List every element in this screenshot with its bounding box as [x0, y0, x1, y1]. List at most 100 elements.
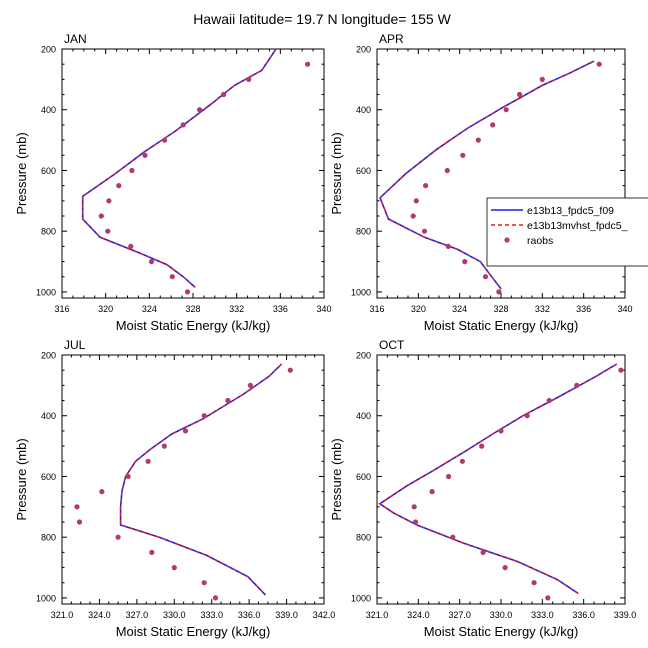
x-tick-label: 316 [369, 304, 384, 314]
raobs-point [480, 549, 486, 556]
raobs-point [182, 428, 189, 434]
raobs-point [446, 473, 452, 480]
raobs-point [503, 107, 509, 113]
series-line-e13b13-fpdc5-f09 [119, 363, 283, 596]
raobs-point [221, 91, 227, 98]
raobs-point [247, 382, 253, 388]
raobs-point [524, 413, 530, 419]
series-line-e13b13mvhst-fpdc5 [378, 363, 617, 594]
y-tick-label: 800 [356, 227, 371, 237]
raobs-point [129, 167, 135, 174]
y-tick-label: 200 [41, 351, 56, 361]
legend-label: e13b13_fpdc5_f09 [527, 205, 614, 217]
plot-frame [61, 354, 325, 605]
raobs-point [462, 259, 468, 265]
x-tick-label: 327.0 [448, 610, 471, 620]
raobs-point [99, 489, 105, 495]
raobs-point [149, 549, 155, 556]
x-axis-label: Moist Static Energy (kJ/kg) [424, 624, 579, 639]
raobs-point [531, 580, 537, 586]
y-tick-label: 600 [41, 472, 56, 482]
panel-jul: JUL 321.0 324.0 327.0 330.0 333.0 336.0 339.0 34… [14, 338, 335, 639]
y-tick-label: 400 [41, 411, 56, 421]
y-tick-label: 400 [41, 105, 56, 115]
legend-marker-dot [504, 237, 510, 243]
raobs-point [116, 183, 122, 189]
legend-entry: e13b13_fpdc5_f09 [491, 205, 614, 217]
y-tick-label: 1000 [36, 287, 56, 297]
x-tick-label: 340 [316, 304, 331, 314]
legend-entry: e13b13mvhst_fpdc5_ [491, 220, 628, 232]
y-tick-label: 600 [41, 166, 56, 176]
raobs-point [128, 243, 134, 249]
raobs-point [460, 152, 466, 158]
raobs-point [105, 228, 111, 234]
raobs-point [125, 473, 131, 480]
raobs-point [429, 489, 435, 495]
panel-title: JAN [64, 32, 87, 46]
raobs-point [450, 534, 456, 540]
raobs-point [413, 519, 419, 525]
raobs-point [171, 565, 177, 571]
y-axis-label: Pressure (mb) [329, 438, 344, 520]
raobs-point [162, 137, 168, 143]
x-tick-label: 321.0 [51, 610, 74, 620]
raobs-point [115, 534, 121, 540]
y-tick-label: 1000 [351, 287, 371, 297]
panel-apr: APR 316 320 324 328 332 336 340 200 400 600 800 1000… [329, 32, 633, 333]
raobs-point [517, 91, 523, 98]
raobs-point [287, 367, 293, 373]
x-tick-label: 333.0 [200, 610, 223, 620]
y-tick-label: 200 [41, 45, 56, 55]
raobs-point [197, 107, 203, 113]
raobs-point [410, 213, 416, 219]
x-tick-label: 328 [185, 304, 200, 314]
raobs-point [411, 504, 417, 510]
y-tick-label: 800 [41, 227, 56, 237]
figure-title: Hawaii latitude= 19.7 N longitude= 155 W [193, 11, 451, 27]
x-tick-label: 339.0 [275, 610, 298, 620]
raobs-point [539, 76, 545, 82]
raobs-point [225, 397, 231, 404]
y-axis-label: Pressure (mb) [329, 132, 344, 214]
panel-oct: OCT 321.0 324.0 327.0 330.0 333.0 336.0 339.0 20… [329, 338, 636, 639]
raobs-point [423, 183, 429, 189]
x-tick-label: 332 [229, 304, 244, 314]
raobs-point [445, 243, 451, 249]
legend-entry: raobs [504, 235, 553, 247]
y-axis-label: Pressure (mb) [14, 438, 29, 520]
series-line-e13b13mvhst-fpdc5 [120, 363, 282, 596]
x-tick-label: 316 [54, 304, 69, 314]
raobs-point [618, 367, 624, 373]
raobs-point [169, 274, 175, 280]
raobs-point [184, 289, 191, 295]
series-line-e13b13mvhst-fpdc5 [82, 48, 277, 288]
series-line-e13b13-fpdc5-f09 [81, 48, 277, 288]
raobs-point [98, 213, 104, 219]
x-tick-label: 336 [273, 304, 288, 314]
series-line-e13b13-fpdc5-f09 [378, 363, 618, 595]
raobs-point [546, 397, 552, 404]
y-tick-label: 1000 [36, 593, 56, 603]
y-tick-label: 600 [356, 472, 371, 482]
raobs-point [76, 519, 83, 525]
x-tick-label: 333.0 [531, 610, 554, 620]
legend-label: raobs [527, 235, 553, 247]
x-tick-label: 340 [617, 304, 632, 314]
x-tick-label: 324 [142, 304, 157, 314]
raobs-point [201, 413, 207, 419]
raobs-point [490, 122, 496, 128]
x-tick-label: 324.0 [88, 610, 111, 620]
x-tick-label: 330.0 [163, 610, 186, 620]
raobs-point [106, 198, 112, 204]
raobs-point [444, 167, 450, 174]
raobs-point [482, 274, 489, 280]
raobs-point [305, 61, 311, 67]
y-tick-label: 200 [356, 45, 371, 55]
x-tick-label: 339.0 [614, 610, 637, 620]
raobs-point [180, 122, 186, 128]
y-tick-label: 800 [356, 533, 371, 543]
y-tick-label: 1000 [351, 593, 371, 603]
y-tick-label: 600 [356, 166, 371, 176]
